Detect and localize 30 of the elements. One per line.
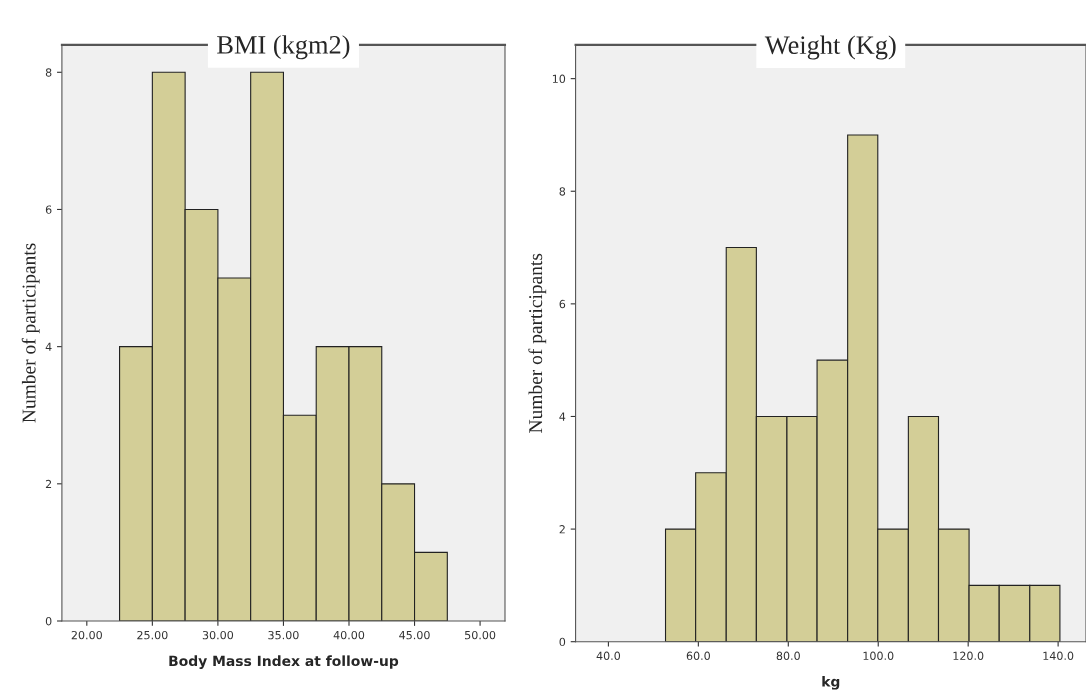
- y-tick-label: 6: [559, 299, 566, 309]
- x-axis-title: kg: [822, 676, 840, 690]
- x-tick-label: 120.0: [953, 651, 984, 661]
- y-tick-label: 4: [45, 342, 52, 351]
- y-tick-label: 10: [552, 74, 566, 84]
- y-tick-label: 0: [45, 616, 52, 626]
- x-tick-label: 40.0: [596, 651, 621, 661]
- x-tick-label: 25.00: [137, 630, 168, 640]
- chart-title: BMI (kgm2): [217, 35, 350, 60]
- x-tick-label: 50.00: [465, 630, 496, 640]
- x-tick-label: 35.00: [268, 630, 299, 640]
- y-tick-label: 4: [559, 412, 566, 421]
- y-axis-title: Number of participants: [21, 243, 40, 423]
- y-tick-label: 8: [45, 68, 52, 77]
- y-tick-label: 2: [45, 479, 52, 489]
- x-tick-label: 40.00: [333, 630, 365, 640]
- y-tick-label: 0: [559, 637, 566, 647]
- x-tick-label: 140.0: [1043, 651, 1074, 661]
- x-tick-label: 30.00: [202, 630, 234, 640]
- y-tick-label: 6: [45, 205, 52, 214]
- x-axis-title: Body Mass Index at follow-up: [169, 655, 399, 669]
- chart-title: Weight (Kg): [764, 35, 896, 60]
- y-axis-title: Number of participants: [528, 253, 547, 433]
- y-tick-label: 8: [559, 187, 566, 196]
- x-tick-label: 100.0: [863, 651, 894, 661]
- y-tick-label: 2: [559, 525, 565, 534]
- x-tick-label: 60.0: [686, 651, 710, 661]
- x-tick-label: 45.00: [399, 630, 430, 640]
- x-tick-label: 80.0: [776, 651, 800, 661]
- x-tick-label: 20.00: [71, 630, 102, 640]
